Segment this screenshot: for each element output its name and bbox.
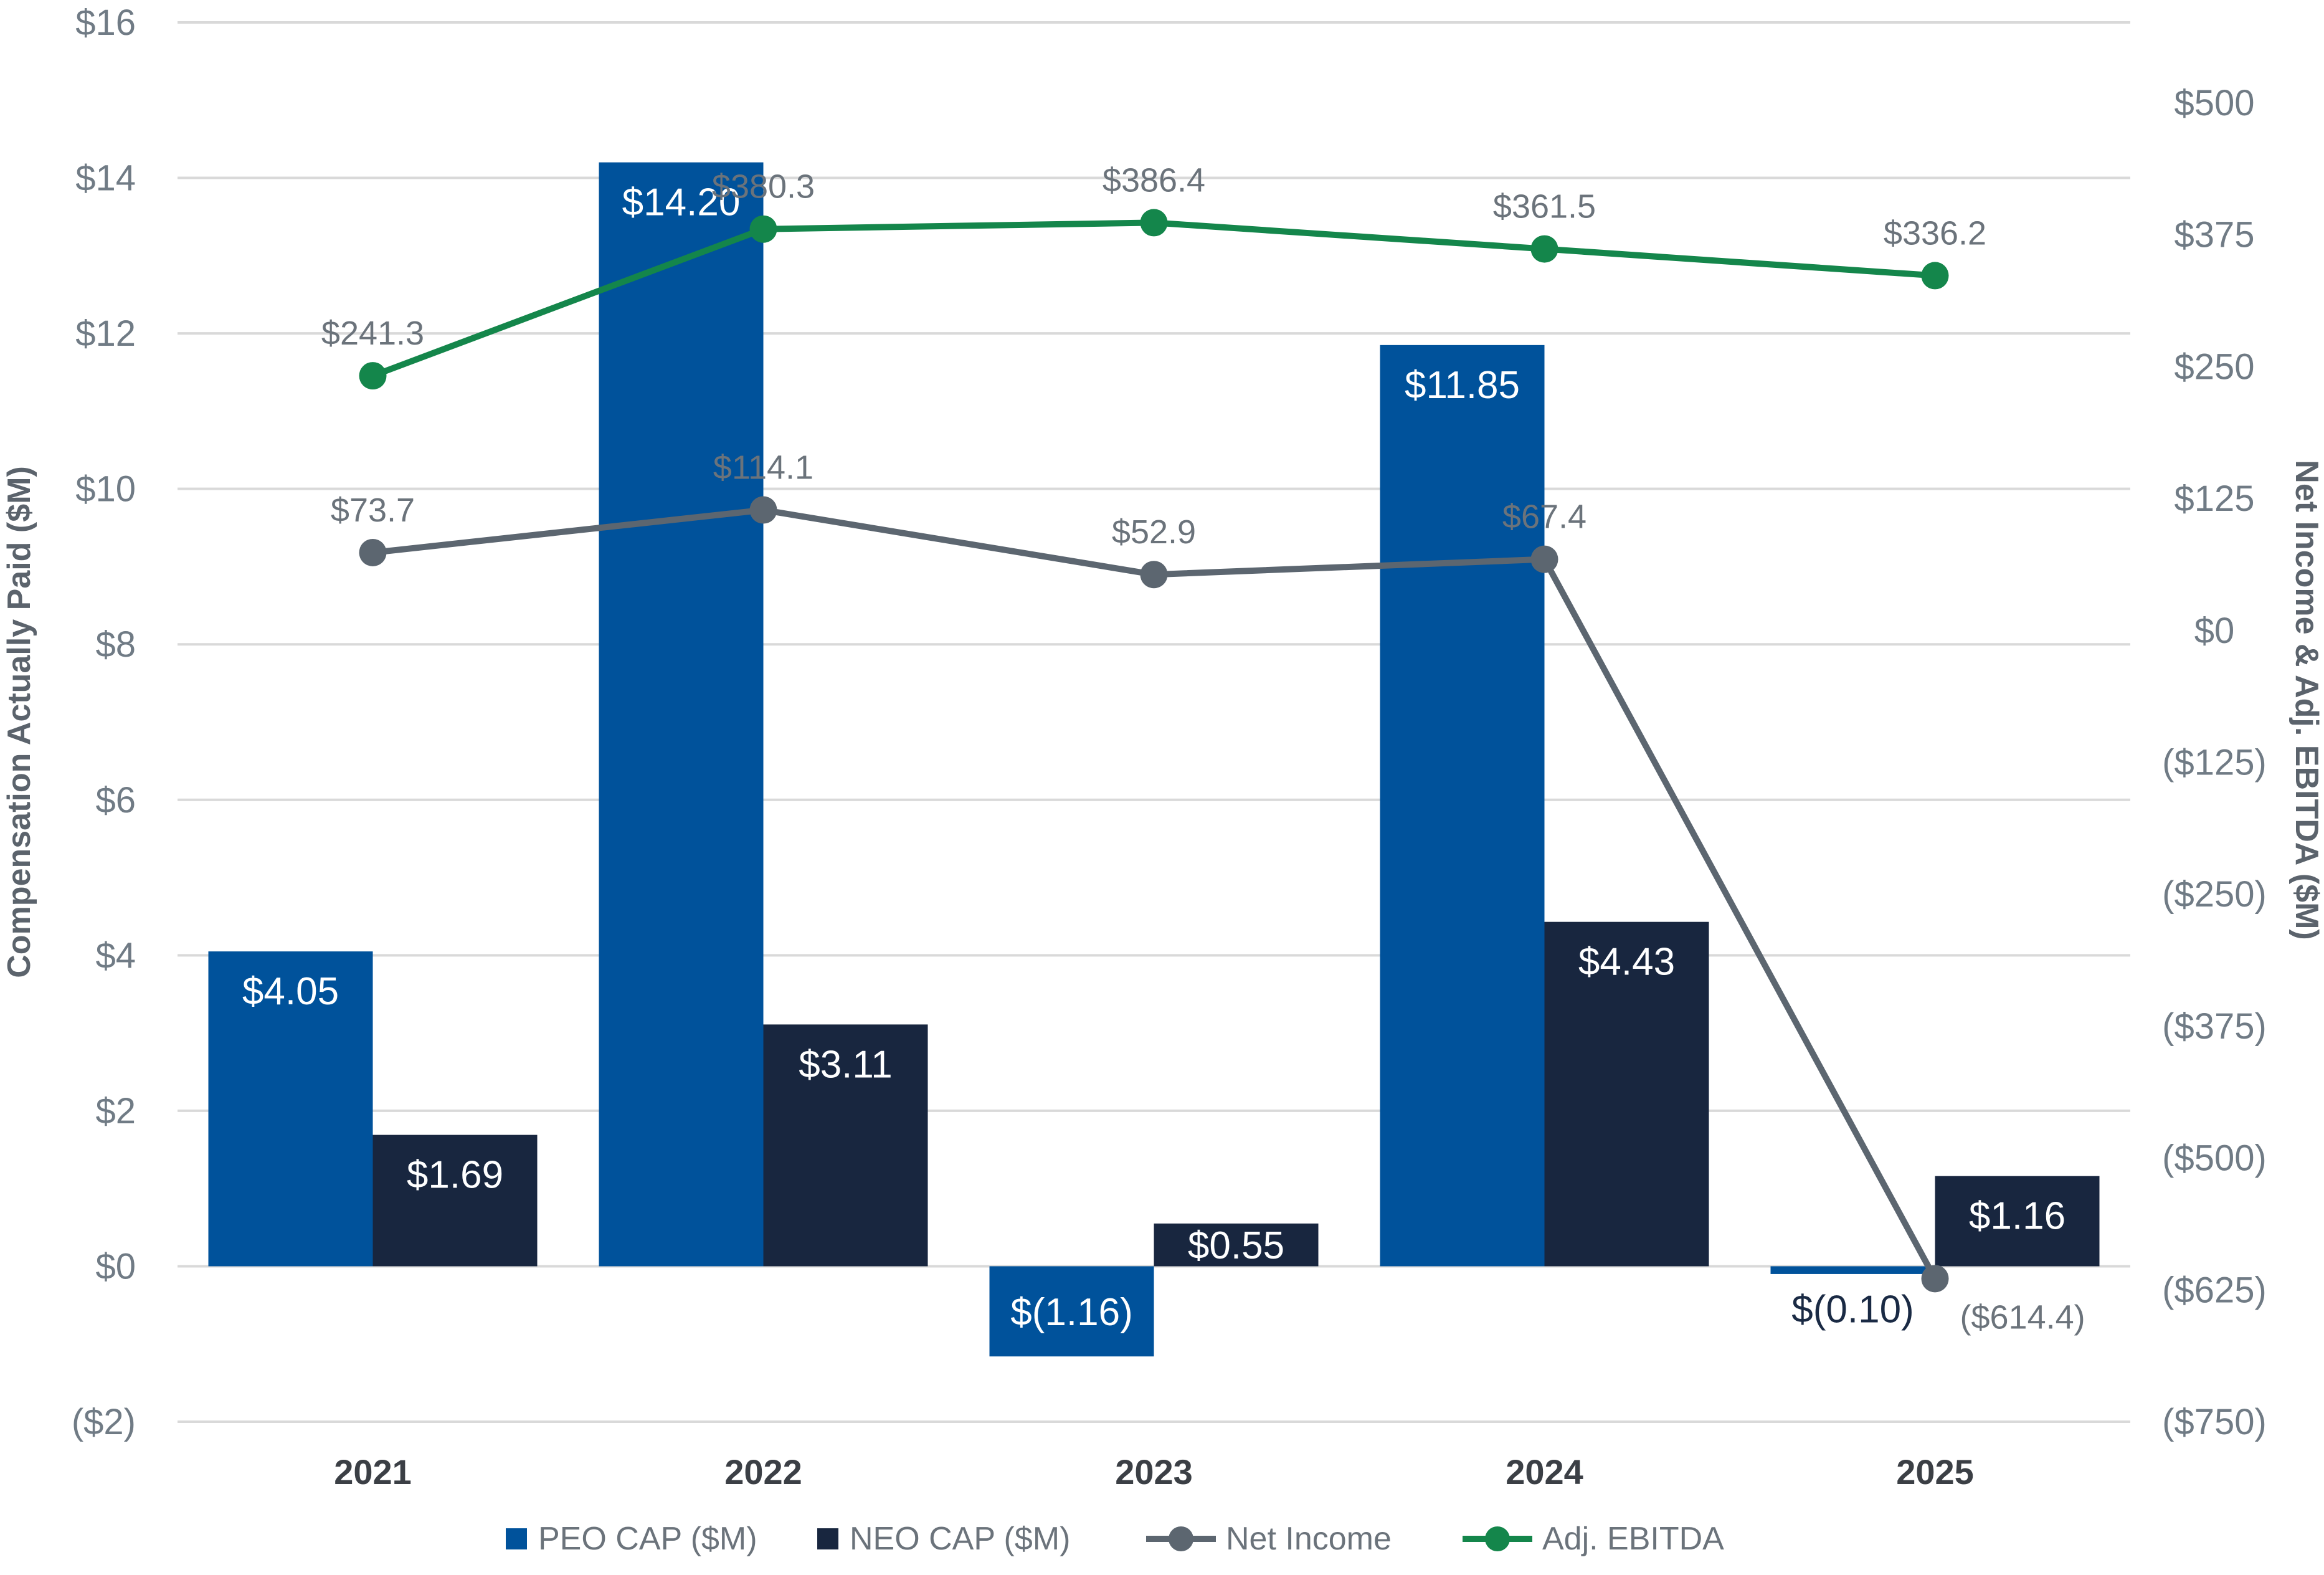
axes: $16 $14 $12 $10 $8 $6 $4 $2 $0 ($2) $500 $375 $250 $1…	[1, 2, 2324, 1492]
point-value-label: $386.4	[1103, 161, 1205, 199]
bar-value-label: $0.55	[1188, 1224, 1284, 1267]
bar	[1154, 1223, 1319, 1267]
bar-value-label: $1.16	[1969, 1195, 2066, 1238]
series-point	[359, 538, 387, 566]
legend-swatch	[817, 1528, 838, 1549]
left-tick-label: $8	[95, 624, 136, 665]
left-tick-label: $12	[75, 313, 136, 354]
bar	[989, 1266, 1154, 1357]
bar	[763, 1024, 928, 1267]
point-value-label: $73.7	[331, 492, 415, 529]
point-value-label: ($614.4)	[1960, 1298, 2085, 1336]
series-point	[1530, 545, 1558, 573]
legend-marker	[1169, 1526, 1193, 1551]
left-tick-label: $10	[75, 469, 136, 510]
bar-value-label: $14.20	[622, 181, 741, 224]
point-value-label: $52.9	[1112, 513, 1196, 551]
bar	[208, 951, 373, 1267]
series-point	[749, 215, 777, 243]
x-tick-label: 2025	[1896, 1452, 1974, 1492]
point-value-label: $114.1	[713, 449, 813, 487]
series-point	[1530, 235, 1558, 263]
x-tick-label: 2023	[1115, 1452, 1193, 1492]
x-tick-label: 2021	[334, 1452, 412, 1492]
bar	[1380, 345, 1545, 1267]
bar	[372, 1135, 538, 1267]
point-value-label: $241.3	[321, 315, 424, 352]
bar	[599, 162, 764, 1267]
point-value-label: $380.3	[712, 168, 815, 206]
series-point	[1140, 561, 1168, 589]
x-tick-label: 2022	[724, 1452, 802, 1492]
legend-label: NEO CAP ($M)	[850, 1521, 1070, 1557]
left-tick-label: ($2)	[72, 1402, 136, 1442]
left-tick-label: $0	[95, 1246, 136, 1287]
series-point	[1140, 209, 1168, 237]
legend-marker	[1485, 1526, 1510, 1551]
bar-value-label: $1.69	[407, 1154, 503, 1197]
left-tick-label: $6	[95, 780, 136, 821]
labels: $4.05 $14.20 $(1.16) $11.85 $(0.10) $1.69 $3.1…	[242, 161, 2085, 1336]
right-tick-label: $500	[2174, 83, 2254, 123]
bars	[208, 162, 2100, 1357]
lines	[359, 209, 1949, 1293]
left-tick-label: $14	[75, 158, 136, 199]
right-tick-label: $0	[2194, 611, 2235, 651]
right-tick-label: ($750)	[2162, 1402, 2267, 1442]
bar-value-label: $4.05	[242, 970, 339, 1013]
right-tick-label: $125	[2174, 478, 2254, 519]
legend-swatch	[506, 1528, 527, 1549]
left-tick-label: $4	[95, 935, 136, 976]
right-tick-label: ($250)	[2162, 874, 2267, 915]
bar	[1935, 1176, 2100, 1267]
legend-label: Adj. EBITDA	[1542, 1521, 1724, 1557]
series-point	[749, 496, 777, 524]
series-point	[359, 362, 387, 390]
bar-value-label: $(1.16)	[1010, 1291, 1132, 1334]
point-value-label: $361.5	[1493, 188, 1596, 226]
bar-value-label: $11.85	[1405, 364, 1520, 407]
left-tick-label: $2	[95, 1091, 136, 1131]
left-tick-label: $16	[75, 2, 136, 43]
bar	[1544, 921, 1709, 1267]
legend: PEO CAP ($M) NEO CAP ($M) Net Income Adj. E…	[506, 1521, 1724, 1557]
point-value-label: $67.4	[1502, 498, 1586, 536]
series-point	[1921, 262, 1949, 290]
bar-value-label: $4.43	[1578, 941, 1675, 984]
right-axis-title: Net Income & Adj. EBITDA ($M)	[2288, 460, 2324, 940]
right-tick-label: ($625)	[2162, 1270, 2267, 1310]
right-tick-label: $375	[2174, 215, 2254, 255]
left-axis-title: Compensation Actually Paid ($M)	[1, 466, 37, 978]
bar-value-label: $(0.10)	[1791, 1288, 1914, 1331]
right-tick-label: ($500)	[2162, 1138, 2267, 1179]
point-value-label: $336.2	[1884, 214, 1986, 252]
right-tick-label: ($125)	[2162, 743, 2267, 783]
bar-value-label: $3.11	[799, 1043, 893, 1086]
series-point	[1921, 1265, 1949, 1293]
legend-label: PEO CAP ($M)	[538, 1521, 757, 1557]
legend-label: Net Income	[1226, 1521, 1392, 1557]
right-tick-label: $250	[2174, 346, 2254, 387]
bar	[1770, 1266, 1935, 1274]
right-tick-label: ($375)	[2162, 1006, 2267, 1047]
x-tick-label: 2024	[1506, 1452, 1583, 1492]
